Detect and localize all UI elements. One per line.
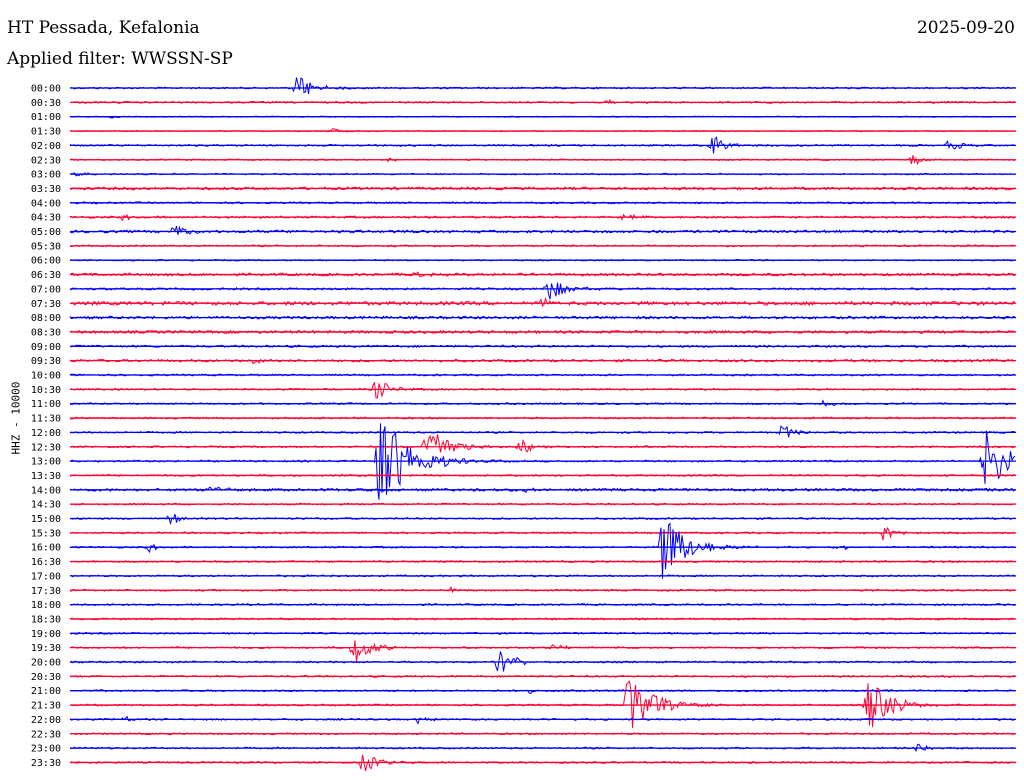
row-time-label: 00:30 [31, 98, 61, 109]
row-time-label: 22:00 [31, 715, 61, 726]
row-time-label: 12:00 [31, 428, 61, 439]
row-time-label: 12:30 [31, 442, 61, 453]
row-time-label: 07:30 [31, 299, 61, 310]
filter-label: Applied filter: WWSSN-SP [7, 49, 233, 69]
row-time-label: 03:00 [31, 170, 61, 181]
row-time-label: 23:00 [31, 744, 61, 755]
trace-row [69, 434, 1016, 453]
row-time-label: 11:30 [31, 414, 61, 425]
row-time-label: 16:30 [31, 557, 61, 568]
row-time-label: 13:30 [31, 471, 61, 482]
row-time-label: 05:30 [31, 241, 61, 252]
row-time-label: 16:00 [31, 543, 61, 554]
trace-row [69, 425, 1016, 438]
trace-row [69, 186, 1016, 191]
row-time-label: 14:00 [31, 485, 61, 496]
traces [69, 77, 1016, 772]
trace-row [69, 225, 1016, 235]
row-time-label: 15:00 [31, 514, 61, 525]
row-time-label: 23:30 [31, 758, 61, 769]
row-time-label: 20:30 [31, 672, 61, 683]
row-time-label: 17:00 [31, 571, 61, 582]
row-time-label: 02:30 [31, 155, 61, 166]
row-time-label: 18:30 [31, 614, 61, 625]
station-title: HT Pessada, Kefalonia [7, 18, 200, 38]
row-time-label: 17:30 [31, 586, 61, 597]
trace-row [69, 77, 1016, 94]
trace-row [69, 522, 1016, 579]
row-time-label: 01:00 [31, 112, 61, 123]
row-time-label: 19:30 [31, 643, 61, 654]
row-time-label: 09:30 [31, 356, 61, 367]
row-time-label: 10:00 [31, 371, 61, 382]
row-time-label: 19:00 [31, 629, 61, 640]
row-time-label: 02:00 [31, 141, 61, 152]
row-time-label: 09:00 [31, 342, 61, 353]
row-time-label: 21:00 [31, 686, 61, 697]
row-labels: 00:00 00:30 01:00 01:30 02:00 02:30 03:00 03:30… [31, 84, 61, 769]
trace-row [69, 296, 1016, 307]
row-time-label: 10:30 [31, 385, 61, 396]
row-time-label: 06:30 [31, 270, 61, 281]
row-time-label: 05:00 [31, 227, 61, 238]
row-time-label: 08:30 [31, 327, 61, 338]
row-time-label: 22:30 [31, 729, 61, 740]
row-time-label: 00:00 [31, 84, 61, 95]
row-time-label: 06:00 [31, 256, 61, 267]
row-time-label: 11:00 [31, 399, 61, 410]
row-time-label: 14:30 [31, 500, 61, 511]
row-time-label: 21:30 [31, 701, 61, 712]
row-time-label: 03:30 [31, 184, 61, 195]
row-time-label: 15:30 [31, 528, 61, 539]
row-time-label: 18:00 [31, 600, 61, 611]
trace-row [69, 526, 1016, 541]
row-time-label: 13:00 [31, 457, 61, 468]
row-time-label: 08:00 [31, 313, 61, 324]
row-time-label: 04:00 [31, 198, 61, 209]
date-label: 2025-09-20 [916, 18, 1015, 38]
row-time-label: 07:00 [31, 284, 61, 295]
trace-row [69, 640, 1016, 663]
row-time-label: 01:30 [31, 127, 61, 138]
trace-row [69, 282, 1015, 300]
row-time-label: 04:30 [31, 213, 61, 224]
row-time-label: 20:00 [31, 658, 61, 669]
